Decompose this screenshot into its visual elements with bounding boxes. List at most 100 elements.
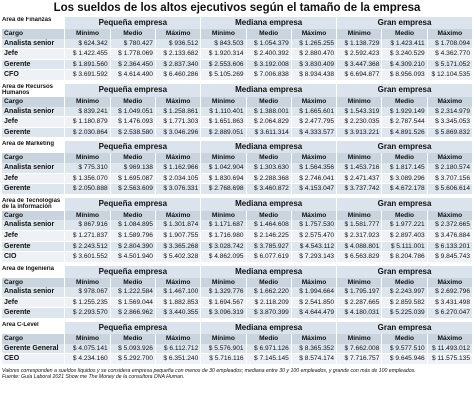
salary-cell: $ 1.110.401 bbox=[201, 106, 246, 118]
column-header: Medio bbox=[110, 29, 155, 39]
group-header: Pequeña empresa bbox=[65, 141, 201, 154]
data-row: Analista senior $ 624.342 $ 780.427 $ 936.5… bbox=[2, 38, 472, 50]
salary-cell: $ 2.563.609 bbox=[110, 184, 155, 195]
column-header: Mínimo bbox=[337, 29, 382, 39]
column-header: Mínimo bbox=[201, 96, 246, 107]
salary-cell: $ 2.592.423 bbox=[337, 49, 382, 60]
data-row: Gerente $ 1.891.560 $ 2.364.450 $ 2.837.340… bbox=[2, 59, 472, 71]
group-header-row: Área de Marketing Pequeña empresa Mediana … bbox=[2, 141, 472, 154]
salary-cell: $ 1.795.197 bbox=[337, 287, 382, 298]
salary-cell: $ 1.171.687 bbox=[201, 220, 246, 231]
salary-cell: $ 1.891.560 bbox=[65, 59, 110, 71]
salary-cell: $ 1.882.853 bbox=[155, 297, 201, 309]
salary-cell: $ 2.804.390 bbox=[110, 241, 155, 253]
salary-cell: $ 1.138.729 bbox=[337, 38, 382, 50]
salary-cell: $ 7.293.143 bbox=[291, 252, 337, 263]
salary-cell: $ 3.460.872 bbox=[246, 184, 291, 195]
salary-cell: $ 3.046.296 bbox=[155, 127, 201, 139]
column-header: Mínimo bbox=[337, 277, 382, 288]
area-label: Área de Tecnologías de la información bbox=[2, 197, 65, 211]
column-header: Medio bbox=[246, 29, 291, 39]
salary-cell: $ 2.243.997 bbox=[382, 287, 427, 298]
salary-cell: $ 5.171.052 bbox=[427, 59, 472, 71]
role-cell: Analista senior bbox=[2, 38, 65, 50]
salary-cell: $ 3.476.884 bbox=[427, 230, 472, 242]
salary-cell: $ 4.543.112 bbox=[291, 241, 337, 253]
salary-cell: $ 1.569.044 bbox=[110, 297, 155, 309]
group-header: Mediana empresa bbox=[201, 322, 337, 335]
salary-cell: $ 3.365.268 bbox=[155, 241, 201, 253]
salary-cell: $ 9.845.743 bbox=[427, 252, 472, 263]
column-header: Máximo bbox=[155, 153, 201, 163]
column-header: Medio bbox=[110, 210, 155, 221]
section-table: Área de Finanzas Pequeña empresa Mediana e… bbox=[1, 17, 473, 81]
column-header: Medio bbox=[382, 96, 427, 107]
salary-cell: $ 2.859.582 bbox=[382, 297, 427, 309]
salary-cell: $ 3.028.742 bbox=[201, 241, 246, 253]
group-header: Gran empresa bbox=[337, 322, 472, 335]
column-header: Medio bbox=[382, 153, 427, 163]
column-header: Mínimo bbox=[201, 153, 246, 163]
column-header: Medio bbox=[382, 277, 427, 288]
data-row: CIO $ 3.601.552 $ 4.501.940 $ 5.402.328 $ 4.… bbox=[2, 252, 472, 263]
salary-cell: $ 5.225.039 bbox=[382, 308, 427, 320]
salary-cell: $ 1.423.411 bbox=[382, 38, 427, 50]
data-row: Analista senior $ 867.916 $ 1.084.895 $ 1.3… bbox=[2, 220, 472, 231]
salary-cell: $ 2.768.698 bbox=[201, 184, 246, 195]
salary-cell: $ 1.042.904 bbox=[201, 162, 246, 174]
column-header: Mínimo bbox=[201, 277, 246, 288]
column-header: Mínimo bbox=[337, 153, 382, 163]
tables: Área de Finanzas Pequeña empresa Mediana e… bbox=[0, 17, 474, 365]
data-row: Analista senior $ 775.310 $ 969.138 $ 1.162… bbox=[2, 162, 472, 174]
column-header: Máximo bbox=[155, 334, 201, 344]
salary-cell: $ 839.241 bbox=[65, 106, 110, 118]
salary-cell: $ 1.453.716 bbox=[337, 162, 382, 174]
salary-cell: $ 1.929.149 bbox=[382, 106, 427, 118]
salary-cell: $ 5.093.926 bbox=[110, 343, 155, 355]
salary-cell: $ 1.464.608 bbox=[246, 220, 291, 231]
salary-cell: $ 1.771.303 bbox=[155, 117, 201, 128]
salary-cell: $ 5.292.700 bbox=[110, 354, 155, 365]
column-header: Medio bbox=[382, 334, 427, 344]
salary-cell: $ 1.258.861 bbox=[155, 106, 201, 118]
salary-cell: $ 843.503 bbox=[201, 38, 246, 50]
data-row: Gerente $ 2.050.888 $ 2.563.609 $ 3.076.331… bbox=[2, 184, 472, 195]
salary-cell: $ 1.271.837 bbox=[65, 230, 110, 242]
salary-cell: $ 1.422.455 bbox=[65, 49, 110, 60]
salary-cell: $ 2.538.580 bbox=[110, 127, 155, 139]
salary-cell: $ 1.054.379 bbox=[246, 38, 291, 50]
column-header: Máximo bbox=[155, 277, 201, 288]
salary-cell: $ 1.301.874 bbox=[155, 220, 201, 231]
salary-cell: $ 2.288.368 bbox=[246, 173, 291, 185]
column-header: Mínimo bbox=[65, 334, 110, 344]
salary-cell: $ 1.467.100 bbox=[155, 287, 201, 298]
salary-cell: $ 1.830.694 bbox=[201, 173, 246, 185]
title: Los sueldos de los altos ejecutivos segú… bbox=[53, 2, 421, 14]
group-header: Pequeña empresa bbox=[65, 83, 201, 97]
role-cell: Jefe bbox=[2, 117, 65, 128]
group-header-row: Área de Finanzas Pequeña empresa Mediana e… bbox=[2, 17, 472, 29]
salary-cell: $ 8.934.438 bbox=[291, 70, 337, 81]
role-cell: Analista senior bbox=[2, 106, 65, 118]
salary-cell: $ 4.362.770 bbox=[427, 49, 472, 60]
data-row: Jefe $ 1.255.235 $ 1.569.044 $ 1.882.853 $ 1… bbox=[2, 297, 472, 309]
column-header: Máximo bbox=[291, 96, 337, 107]
section-table: Área de Marketing Pequeña empresa Mediana … bbox=[1, 141, 473, 195]
column-header: Cargo bbox=[2, 334, 65, 344]
salary-cell: $ 2.889.051 bbox=[201, 127, 246, 139]
role-cell: Jefe bbox=[2, 49, 65, 60]
salary-cell: $ 4.501.940 bbox=[110, 252, 155, 263]
group-header-row: Área de Tecnologías de la información Peq… bbox=[2, 197, 472, 211]
salary-cell: $ 6.133.201 bbox=[427, 241, 472, 253]
column-header: Medio bbox=[246, 153, 291, 163]
data-row: Jefe $ 1.422.455 $ 1.778.069 $ 2.133.682 $ 1… bbox=[2, 49, 472, 60]
column-header-row: Cargo Mínimo Medio Máximo Mínimo Medio Máximo M… bbox=[2, 96, 472, 107]
salary-cell: $ 1.665.601 bbox=[291, 106, 337, 118]
column-header-row: Cargo Mínimo Medio Máximo Mínimo Medio Máximo M… bbox=[2, 334, 472, 344]
role-cell: CIO bbox=[2, 252, 65, 263]
role-cell: Jefe bbox=[2, 230, 65, 242]
column-header: Máximo bbox=[427, 96, 472, 107]
salary-cell: $ 1.716.980 bbox=[201, 230, 246, 242]
salary-cell: $ 2.050.888 bbox=[65, 184, 110, 195]
salary-cell: $ 2.146.225 bbox=[246, 230, 291, 242]
